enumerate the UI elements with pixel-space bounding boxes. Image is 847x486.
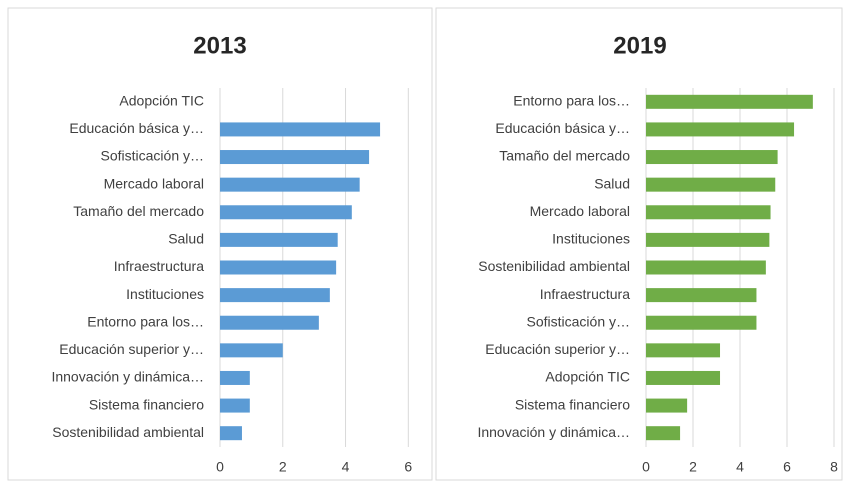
y-tick-label: Educación superior y… <box>59 341 204 357</box>
y-tick-label: Instituciones <box>552 231 630 247</box>
bar <box>646 398 688 413</box>
bar <box>646 122 795 137</box>
bar <box>220 426 242 441</box>
y-tick-label: Adopción TIC <box>545 369 630 385</box>
y-tick-label: Innovación y dinámica… <box>51 369 204 385</box>
bar <box>646 150 778 165</box>
y-tick-label: Educación básica y… <box>495 120 630 136</box>
x-tick-label: 2 <box>689 459 697 475</box>
bar <box>646 315 757 330</box>
x-tick-label: 2 <box>279 459 287 475</box>
bar <box>646 288 757 303</box>
x-tick-label: 4 <box>342 459 350 475</box>
y-tick-label: Sostenibilidad ambiental <box>52 424 204 440</box>
y-tick-label: Entorno para los… <box>513 93 630 109</box>
y-tick-label: Sistema financiero <box>515 396 630 412</box>
bar <box>220 288 330 303</box>
bar <box>220 177 360 192</box>
y-tick-label: Tamaño del mercado <box>499 148 630 164</box>
y-tick-label: Sostenibilidad ambiental <box>478 258 630 274</box>
chart-title: 2019 <box>613 32 666 59</box>
y-tick-label: Sofisticación y… <box>527 313 630 329</box>
bar <box>220 315 319 330</box>
bar <box>220 122 381 137</box>
y-tick-label: Mercado laboral <box>104 175 204 191</box>
bar <box>646 370 721 385</box>
bar <box>220 370 250 385</box>
y-tick-label: Mercado laboral <box>530 203 630 219</box>
y-tick-label: Salud <box>594 175 630 191</box>
y-tick-label: Sistema financiero <box>89 396 204 412</box>
bar <box>220 260 337 275</box>
bar <box>220 205 352 220</box>
y-tick-label: Tamaño del mercado <box>73 203 204 219</box>
bar <box>646 343 721 358</box>
y-tick-label: Sofisticación y… <box>101 148 204 164</box>
y-tick-label: Educación superior y… <box>485 341 630 357</box>
bar <box>646 426 681 441</box>
bar <box>646 177 776 192</box>
bar <box>646 94 813 109</box>
y-tick-label: Adopción TIC <box>119 93 204 109</box>
y-tick-label: Salud <box>168 231 204 247</box>
bar <box>220 150 370 165</box>
x-tick-label: 6 <box>783 459 791 475</box>
bar <box>646 260 766 275</box>
x-tick-label: 0 <box>642 459 650 475</box>
bar <box>220 343 283 358</box>
x-tick-label: 0 <box>216 459 224 475</box>
x-tick-label: 4 <box>736 459 744 475</box>
x-tick-label: 6 <box>404 459 412 475</box>
y-tick-label: Entorno para los… <box>87 313 204 329</box>
bar <box>646 205 771 220</box>
y-tick-label: Infraestructura <box>114 258 204 274</box>
bar <box>220 232 338 247</box>
y-tick-label: Innovación y dinámica… <box>477 424 630 440</box>
bar <box>646 232 770 247</box>
y-tick-label: Educación básica y… <box>69 120 204 136</box>
y-tick-label: Infraestructura <box>540 286 630 302</box>
chart-title: 2013 <box>193 32 246 59</box>
panel <box>435 7 843 481</box>
y-tick-label: Instituciones <box>126 286 204 302</box>
x-tick-label: 8 <box>830 459 838 475</box>
bar <box>220 398 250 413</box>
